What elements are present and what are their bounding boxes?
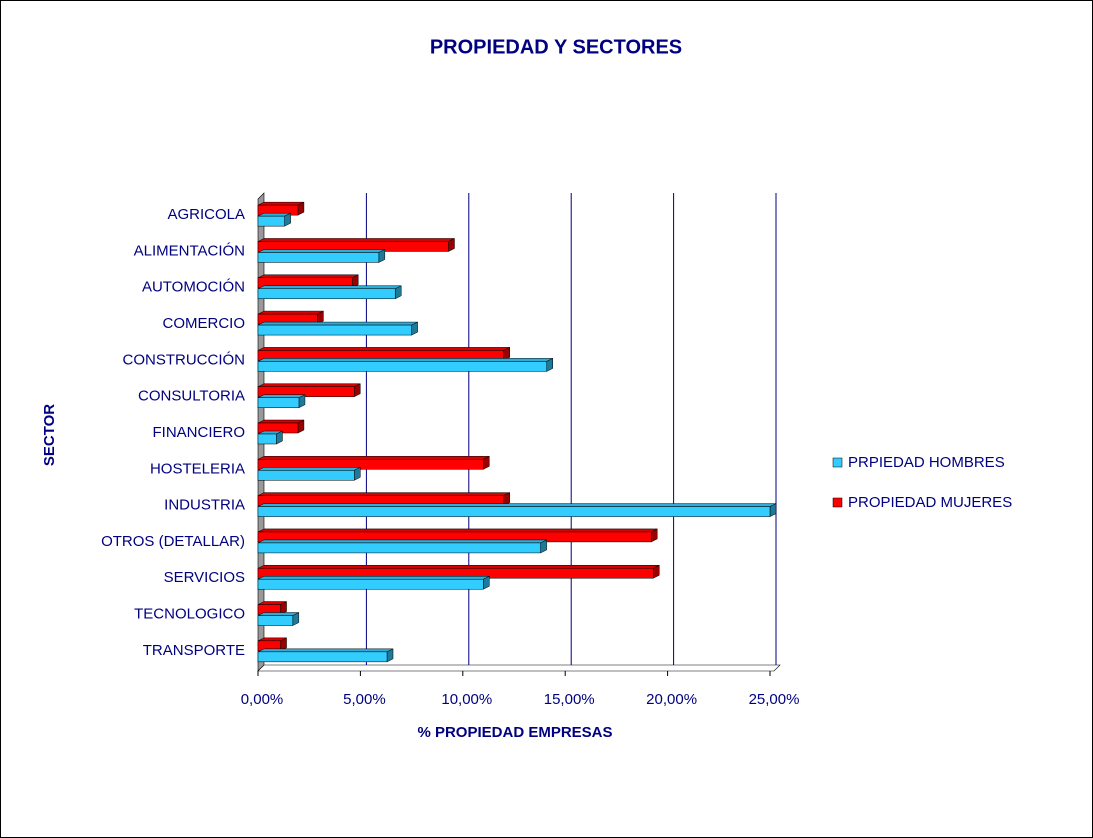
legend-label: PRPIEDAD HOMBRES	[848, 454, 1005, 471]
legend-label: PROPIEDAD MUJERES	[848, 494, 1012, 511]
bar-top	[257, 383, 361, 387]
y-tick-label: CONSTRUCCIÓN	[123, 351, 246, 368]
y-tick-label: AUTOMOCIÓN	[142, 279, 245, 296]
y-tick-label: FINANCIERO	[152, 424, 245, 441]
bar	[257, 215, 285, 227]
bar-top	[257, 358, 553, 362]
bar	[257, 578, 484, 590]
bar	[257, 324, 412, 336]
bar	[257, 252, 380, 263]
x-tick-label: 0,00%	[241, 691, 284, 708]
bar	[257, 615, 294, 626]
bar	[257, 386, 355, 397]
bar-top	[257, 539, 547, 544]
y-tick-label: SERVICIOS	[164, 569, 245, 586]
bar-top	[257, 249, 385, 253]
bar	[257, 361, 548, 372]
y-tick-label: CONSULTORIA	[138, 388, 245, 405]
bar-top	[257, 347, 510, 351]
x-tick-label: 5,00%	[343, 691, 386, 708]
bar	[257, 397, 300, 408]
bar-top	[257, 321, 418, 326]
y-tick-label: OTROS (DETALLAR)	[101, 533, 245, 550]
chart-title: PROPIEDAD Y SECTORES	[430, 36, 682, 58]
bar-top	[257, 285, 402, 290]
x-tick-label: 15,00%	[544, 691, 595, 708]
x-tick-label: 10,00%	[441, 691, 492, 708]
bar-top	[257, 419, 305, 424]
y-tick-label: TRANSPORTE	[143, 642, 245, 659]
y-tick-label: HOSTELERIA	[150, 460, 245, 477]
bar-top	[257, 201, 305, 206]
bar	[257, 288, 396, 300]
y-tick-label: ALIMENTACIÓN	[134, 242, 245, 259]
y-tick-label: COMERCIO	[163, 315, 246, 332]
bar-top	[257, 528, 658, 533]
bar-top	[257, 394, 306, 398]
axis-floor	[257, 664, 781, 672]
bar-top	[257, 238, 455, 242]
bar	[257, 542, 541, 554]
x-axis-label: % PROPIEDAD EMPRESAS	[417, 724, 612, 741]
legend-swatch	[832, 457, 843, 468]
bar	[257, 651, 388, 663]
bar-top	[257, 274, 359, 279]
y-tick-label: TECNOLOGICO	[134, 606, 245, 623]
bar-top	[257, 575, 490, 580]
bar	[257, 506, 771, 517]
legend-swatch	[832, 497, 843, 508]
y-axis-label: SECTOR	[41, 404, 58, 466]
bar	[257, 470, 355, 481]
bar	[257, 433, 277, 445]
bar-top	[257, 467, 361, 471]
x-tick-label: 20,00%	[646, 691, 697, 708]
bar-top	[257, 456, 490, 460]
bar-top	[257, 492, 510, 496]
bar-top	[257, 310, 324, 315]
bar-top	[257, 564, 660, 569]
bar	[257, 459, 484, 470]
x-tick-label: 25,00%	[749, 691, 800, 708]
y-tick-label: AGRICOLA	[167, 206, 245, 223]
bar-top	[257, 648, 394, 653]
bar-top	[257, 503, 777, 507]
y-tick-label: INDUSTRIA	[164, 497, 245, 514]
bar-top	[257, 612, 299, 616]
